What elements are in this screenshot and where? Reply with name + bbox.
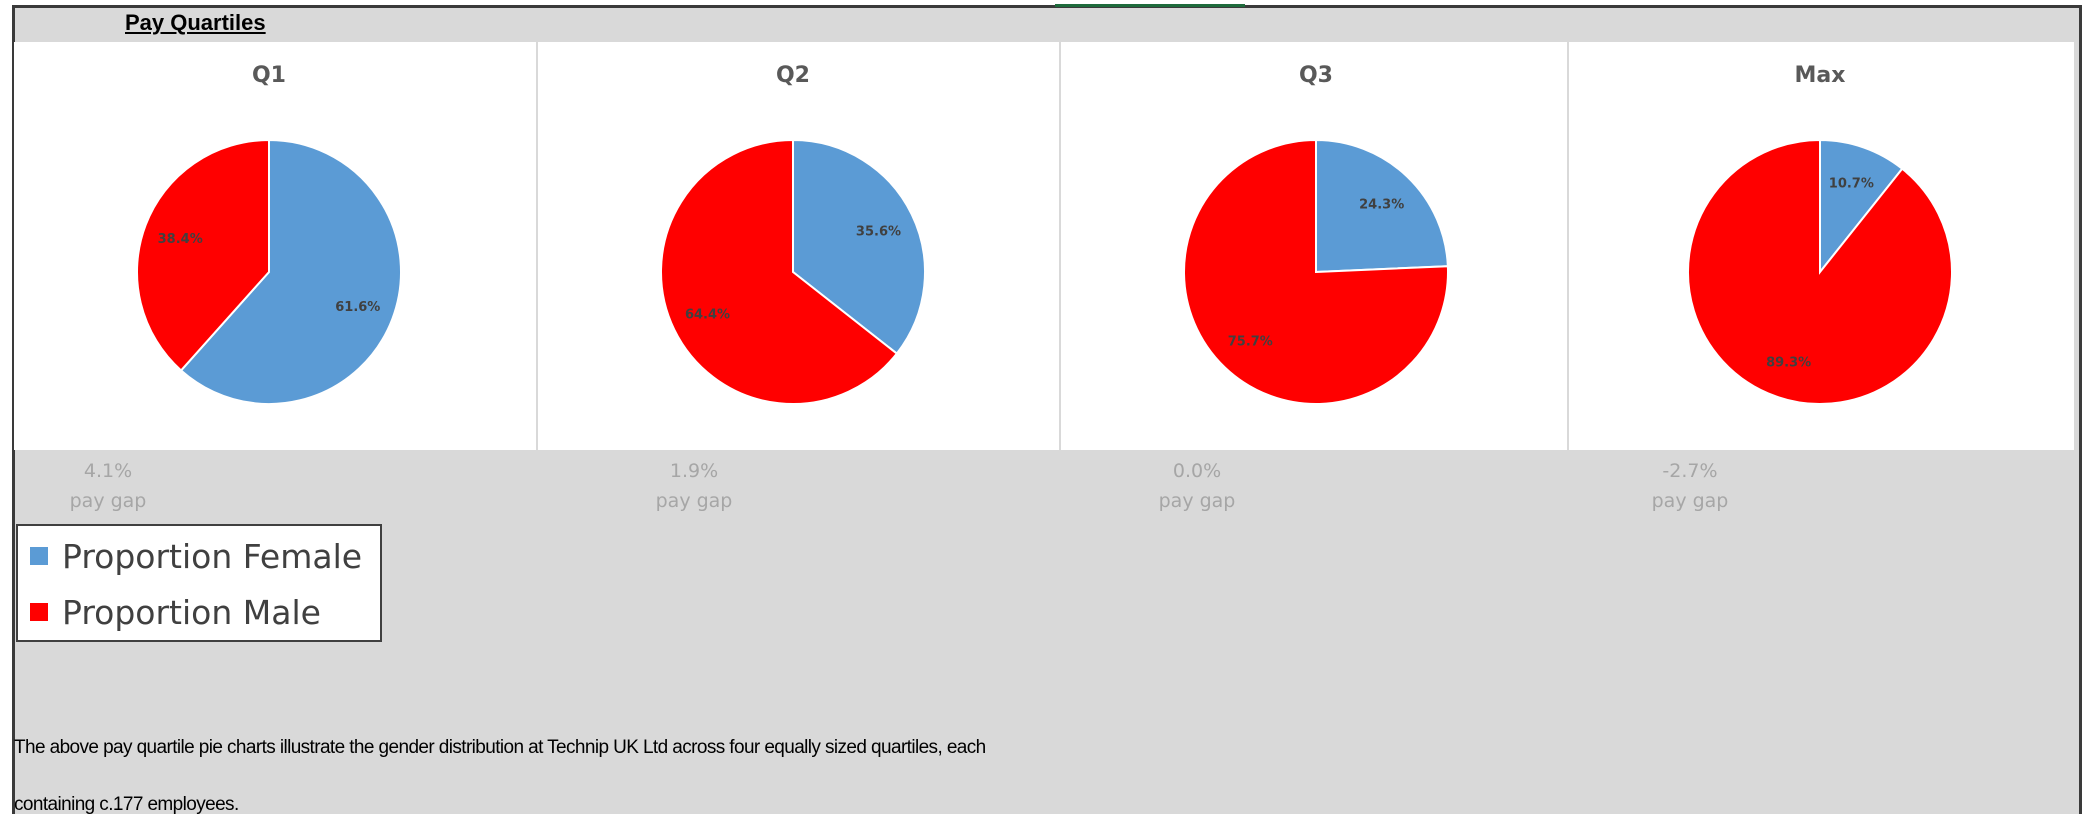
pay-gap-label: pay gap (1158, 490, 1236, 512)
pay-gap-value: 4.1% (83, 460, 133, 482)
section-title: Pay Quartiles (125, 10, 266, 35)
pie-slice-female (1315, 138, 1449, 274)
legend-label-female: Proportion Female (62, 536, 363, 576)
chart-legend[interactable]: Proportion Female Proportion Male (16, 524, 382, 642)
data-label: 64.4% (685, 308, 730, 323)
chart-title: Max (1795, 63, 1846, 88)
pie-slice-male (136, 138, 270, 372)
pay-gap-value: -2.7% (1662, 460, 1718, 482)
data-label: 24.3% (1359, 197, 1404, 212)
data-label: 10.7% (1829, 176, 1874, 191)
pay-gap-value: 0.0% (1172, 460, 1222, 482)
chart-title: Q1 (252, 63, 286, 88)
data-label: 38.4% (158, 232, 203, 247)
pie-slice-female (1819, 138, 1904, 275)
legend-item-female: Proportion Female (30, 531, 362, 581)
data-label: 61.6% (335, 300, 380, 315)
pay-gap-q3: 0.0% pay gap (1137, 456, 1257, 516)
pie-charts-svg: Q1 61.6% 38.4% Q2 35.6% 64.4% Q3 24.3% 75.7% Max 1… (136, 42, 1953, 450)
pay-gap-label: pay gap (69, 490, 147, 512)
female-swatch (30, 547, 48, 565)
selected-cell-indicator (1055, 4, 1245, 7)
pay-gap-q1: 4.1% pay gap (48, 456, 168, 516)
pay-gap-label: pay gap (655, 490, 733, 512)
pay-gap-q2: 1.9% pay gap (634, 456, 754, 516)
pie-slice-male (1183, 138, 1449, 405)
pie-slice-male (660, 138, 899, 405)
data-label: 89.3% (1766, 356, 1811, 371)
male-swatch (30, 603, 48, 621)
chart-title: Q3 (1299, 63, 1333, 88)
legend-label-male: Proportion Male (62, 592, 321, 632)
footer-description-line2: containing c.177 employees. (14, 794, 239, 815)
pie-slice-female (792, 138, 926, 355)
data-label: 75.7% (1228, 335, 1273, 350)
pie-slice-male (1687, 138, 1953, 405)
pie-slice-female (179, 138, 402, 405)
legend-item-male: Proportion Male (30, 587, 321, 637)
pie-charts-panel[interactable]: Q1 61.6% 38.4% Q2 35.6% 64.4% Q3 24.3% 75.7% Max 1… (14, 42, 2074, 450)
pay-gap-label: pay gap (1651, 490, 1729, 512)
footer-description-line1: The above pay quartile pie charts illust… (14, 737, 986, 758)
chart-title: Q2 (776, 63, 810, 88)
pay-gap-max: -2.7% pay gap (1630, 456, 1750, 516)
data-label: 35.6% (856, 224, 901, 239)
pay-gap-value: 1.9% (669, 460, 719, 482)
